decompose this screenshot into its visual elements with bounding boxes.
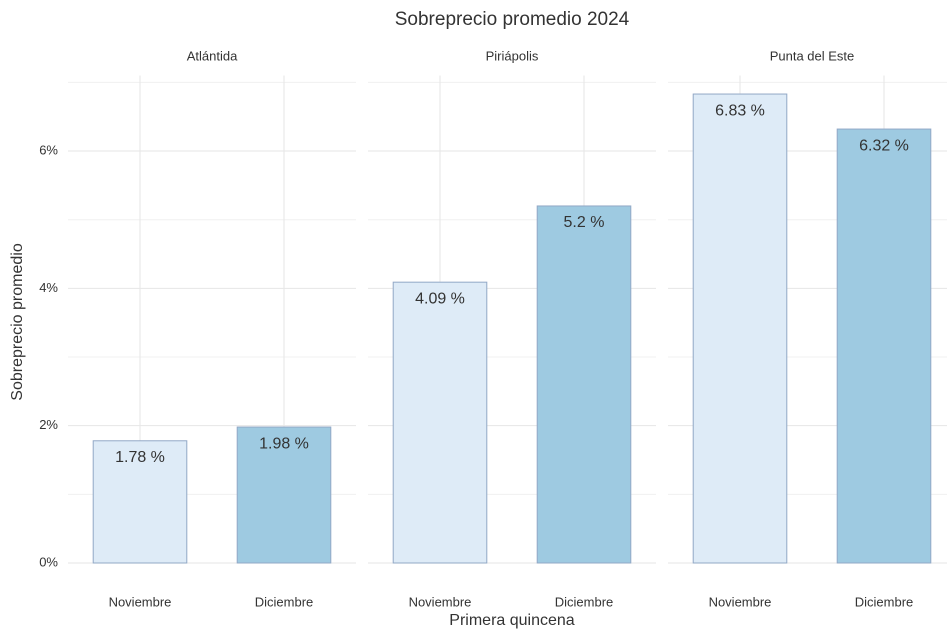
x-tick-label: Diciembre (555, 594, 614, 609)
bar (836, 128, 932, 564)
data-label: 4.09 % (415, 290, 465, 307)
x-tick-label: Noviembre (709, 594, 772, 609)
x-tick-label: Diciembre (255, 594, 314, 609)
x-axis-title: Primera quincena (449, 612, 575, 629)
y-tick-label: 2% (39, 417, 58, 432)
bar (236, 426, 332, 564)
y-axis-title: Sobreprecio promedio (9, 243, 26, 401)
bar (92, 440, 188, 564)
facet-title: Punta del Este (770, 48, 855, 63)
data-label: 1.78 % (115, 449, 165, 466)
data-label: 1.98 % (259, 435, 309, 452)
y-tick-label: 0% (39, 554, 58, 569)
x-tick-label: Diciembre (855, 594, 914, 609)
facet-title: Atlántida (187, 48, 238, 63)
data-label: 6.83 % (715, 102, 765, 119)
facet-title: Piriápolis (486, 48, 539, 63)
bar (392, 281, 488, 564)
bar (692, 93, 788, 564)
data-label: 6.32 % (859, 137, 909, 154)
data-label: 5.2 % (564, 214, 605, 231)
bar (536, 205, 632, 564)
x-tick-label: Noviembre (409, 594, 472, 609)
chart-title: Sobreprecio promedio 2024 (395, 9, 630, 30)
y-tick-label: 4% (39, 280, 58, 295)
x-tick-label: Noviembre (109, 594, 172, 609)
y-tick-label: 6% (39, 142, 58, 157)
